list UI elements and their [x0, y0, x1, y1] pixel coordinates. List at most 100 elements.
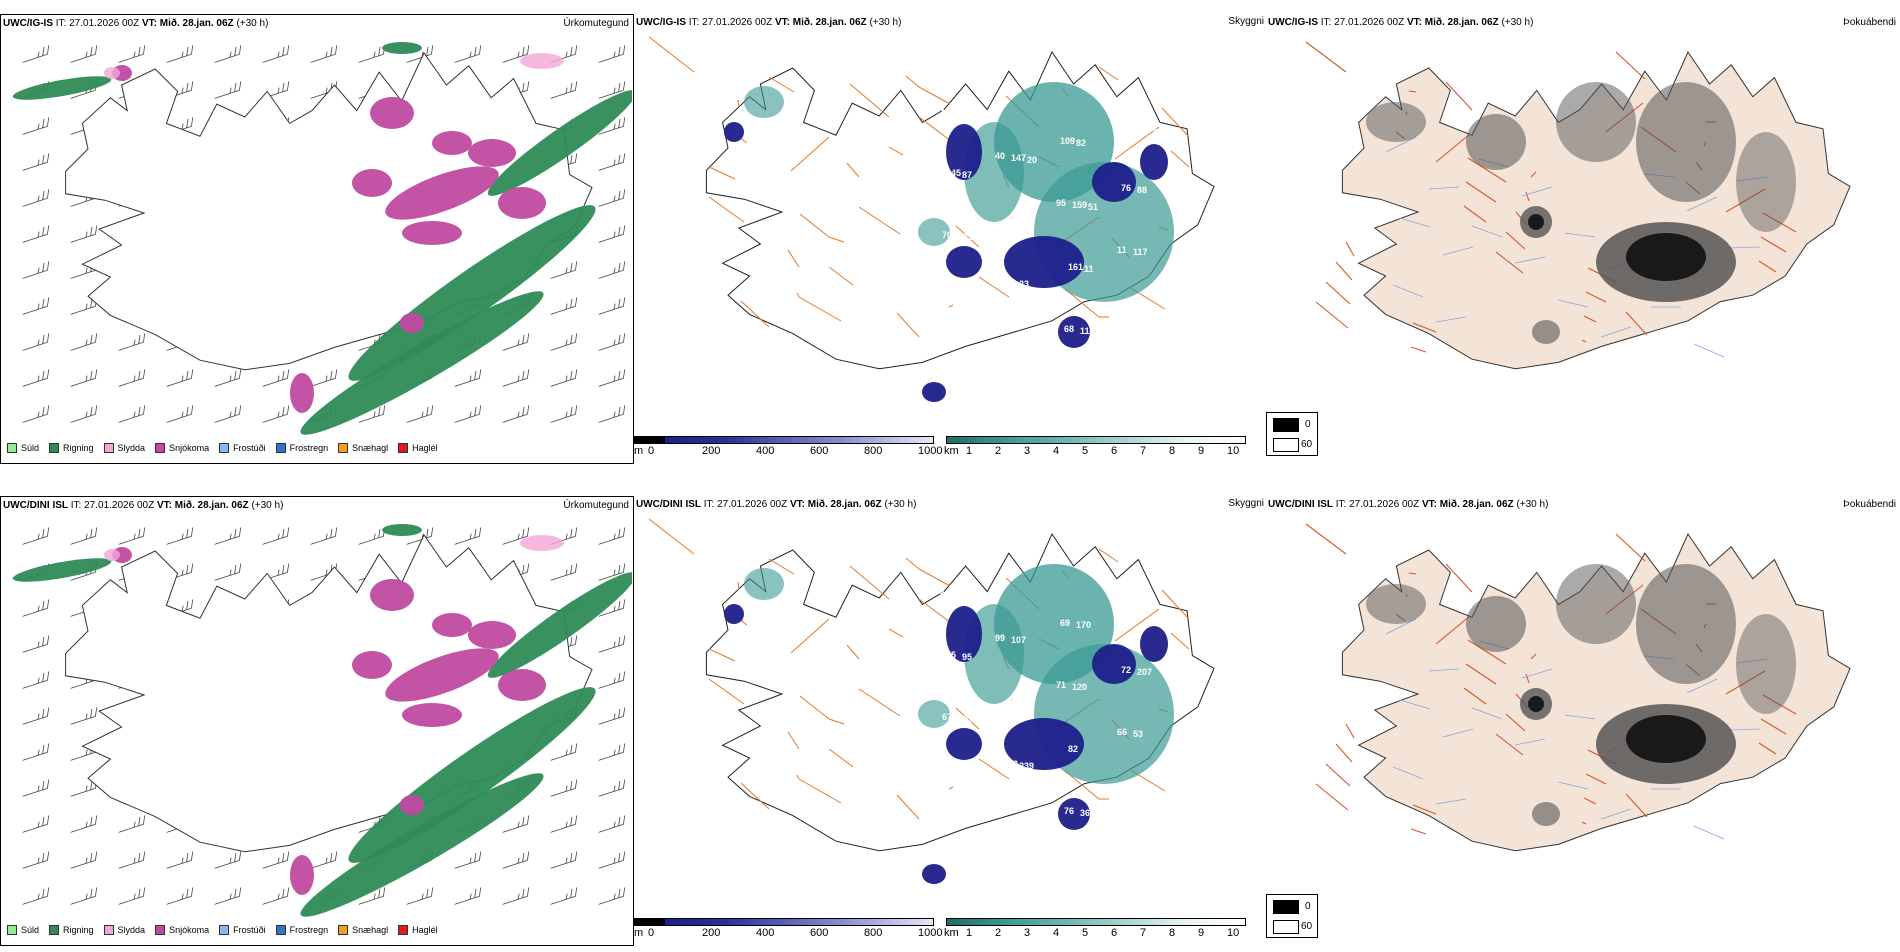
- legend-item: Haglél: [398, 925, 438, 935]
- colorbar-tick: 2: [995, 927, 1002, 939]
- colorbar-strip: [634, 918, 934, 926]
- cloud-base-label: 117: [1133, 247, 1148, 257]
- wind-barb-icon: [598, 405, 626, 423]
- river-line: [1435, 316, 1467, 323]
- legend-item: Slydda: [103, 925, 145, 935]
- legend-label: Frostúði: [233, 925, 266, 935]
- vt-value: Mið. 28.jan. 06Z: [1424, 17, 1499, 28]
- road-line: [708, 196, 745, 223]
- wind-barb-icon: [118, 45, 146, 63]
- visibility-area: [744, 86, 784, 118]
- snow-area: [468, 139, 516, 167]
- fog-area: [1532, 802, 1560, 826]
- wind-barb-icon: [70, 527, 98, 545]
- road-line: [1345, 241, 1355, 257]
- colorbar-tick: 600: [810, 445, 829, 457]
- visibility-colorbar: km 1 2 3 4 5 6 7 8 9 10: [944, 436, 1246, 462]
- cloud-base-label: 90: [1015, 823, 1025, 833]
- road-line: [798, 778, 842, 804]
- legend-label: Frostregn: [289, 443, 329, 453]
- snow-area: [352, 651, 392, 679]
- legend-item: Frostúði: [219, 443, 266, 453]
- colorbar-strip: [946, 918, 1246, 926]
- road-line: [849, 83, 890, 118]
- wind-barb-icon: [550, 743, 578, 761]
- rain-area: [348, 205, 596, 381]
- vt-value: Mið. 28.jan. 06Z: [159, 18, 234, 29]
- cloud-base-label: 102: [1003, 759, 1018, 769]
- legend-label: Haglél: [412, 925, 438, 935]
- legend-swatch: [219, 443, 230, 453]
- wind-barb-icon: [550, 369, 578, 387]
- road-line: [1762, 212, 1797, 233]
- road-line: [1064, 288, 1100, 318]
- wind-barb-icon: [598, 635, 626, 653]
- road-line: [1064, 770, 1100, 800]
- river-line: [1557, 781, 1589, 790]
- road-line: [1762, 694, 1797, 715]
- road-line: [1530, 171, 1537, 178]
- road-line: [737, 581, 740, 590]
- cloud-base-label: 76: [1064, 806, 1074, 816]
- cloud-base-label: 93: [966, 108, 976, 118]
- it-label: IT:: [703, 499, 715, 510]
- it-value: 27.01.2026 00Z: [1334, 17, 1405, 28]
- colorbar-tick: 3: [1024, 445, 1031, 457]
- road-line: [828, 266, 854, 286]
- cloud-base-label: 67: [942, 712, 952, 722]
- road-line: [790, 136, 830, 172]
- cloud-base-label: 109: [1060, 136, 1075, 146]
- visibility-area: [918, 700, 950, 728]
- road-line: [1161, 589, 1190, 620]
- river-line: [1521, 186, 1553, 197]
- cloud-base-label: 70: [1007, 697, 1017, 707]
- road-line: [1585, 291, 1607, 303]
- it-label: IT:: [70, 500, 82, 511]
- wind-barb-icon: [502, 887, 530, 905]
- wind-barb-icon: [358, 405, 386, 423]
- road-line: [1325, 281, 1351, 305]
- cloud-base-label: 95: [946, 650, 956, 660]
- river-line: [1521, 668, 1553, 679]
- fog-legend-swatch: [1273, 438, 1299, 452]
- wind-barb-icon: [598, 153, 626, 171]
- fog-panel: UWC/DINI ISL IT: 27.01.2026 00Z VT: Mið.…: [1266, 496, 1900, 946]
- cloud-base-area: [1004, 236, 1084, 288]
- road-line: [896, 312, 920, 338]
- cloud-base-label: 76: [1121, 183, 1131, 193]
- cloud-base-label: 492: [1125, 121, 1140, 131]
- precip-map: [2, 33, 632, 443]
- wind-barb-icon: [550, 815, 578, 833]
- fog-area: [1556, 82, 1636, 162]
- wind-barb-icon: [22, 153, 50, 171]
- precip-map: [2, 515, 632, 925]
- visibility-map: 73 99 71 66 84 85 69 72 67 102 76 65 95 70 82 148 120 107…: [634, 514, 1264, 914]
- cloud-base-label: 61: [1015, 341, 1025, 351]
- cloud-base-label: 114: [1080, 326, 1095, 336]
- snow-area: [402, 221, 462, 245]
- fog-panel: UWC/IG-IS IT: 27.01.2026 00Z VT: Mið. 28…: [1266, 14, 1900, 464]
- cloud-base-label: 364: [1080, 808, 1095, 818]
- cloud-base-label: 11: [1084, 264, 1094, 274]
- vt-value: Mið. 28.jan. 06Z: [792, 17, 867, 28]
- model-name: UWC/IG-IS: [3, 18, 53, 29]
- fog-area: [1528, 214, 1544, 230]
- cloud-base-label: 72: [1121, 665, 1131, 675]
- road-line: [1530, 653, 1537, 660]
- vt-label: VT:: [156, 500, 172, 511]
- road-line: [1408, 90, 1417, 93]
- river-line: [1435, 798, 1467, 805]
- snow-area: [468, 621, 516, 649]
- cloud-base-label: 87: [962, 170, 972, 180]
- cloud-base-label: 71: [1056, 680, 1066, 690]
- wind-barb-icon: [22, 297, 50, 315]
- legend-item: Rigning: [49, 925, 94, 935]
- wind-barb-icon: [214, 81, 242, 99]
- road-line: [1583, 797, 1597, 805]
- rain-area: [348, 687, 596, 863]
- lead-time: (+30 h): [884, 499, 917, 510]
- cloud-base-label: 207: [1137, 667, 1152, 677]
- cloud-base-area: [1004, 718, 1084, 770]
- wind-barb-icon: [598, 815, 626, 833]
- road-line: [708, 166, 736, 180]
